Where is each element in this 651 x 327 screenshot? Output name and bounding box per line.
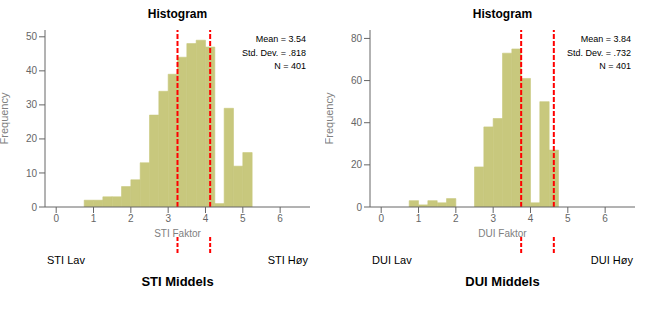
svg-text:Frequency: Frequency: [8, 92, 10, 144]
svg-text:4: 4: [528, 213, 534, 224]
svg-text:Frequency: Frequency: [325, 92, 335, 144]
svg-text:20: 20: [351, 159, 363, 170]
svg-text:4: 4: [203, 213, 209, 224]
svg-text:0: 0: [378, 213, 384, 224]
html-text:DUI Lav: DUI Lav: [372, 254, 412, 266]
svg-text:60: 60: [351, 75, 363, 86]
html-text:DUI Høy: DUI Høy: [590, 254, 633, 266]
svg-text:2: 2: [453, 213, 459, 224]
svg-text:5: 5: [240, 213, 246, 224]
html-text:Mean = 3.84: Mean = 3.84: [580, 34, 631, 44]
svg-text:0: 0: [31, 202, 37, 213]
svg-text:1: 1: [91, 213, 97, 224]
html-text:Mean = 3.54: Mean = 3.54: [255, 34, 306, 44]
svg-text:10: 10: [26, 168, 38, 179]
svg-text:30: 30: [26, 99, 38, 110]
svg-text:40: 40: [26, 65, 38, 76]
svg-text:3: 3: [165, 213, 171, 224]
svg-text:0: 0: [356, 202, 362, 213]
svg-text:50: 50: [26, 31, 38, 42]
html-text:N = 401: N = 401: [599, 61, 631, 71]
svg-text:DUI Faktor: DUI Faktor: [478, 228, 527, 237]
svg-text:1: 1: [416, 213, 422, 224]
html-text:Histogram: Histogram: [147, 7, 208, 21]
svg-text:20: 20: [26, 133, 38, 144]
svg-text:6: 6: [277, 213, 283, 224]
svg-text:2: 2: [128, 213, 134, 224]
svg-text:3: 3: [490, 213, 496, 224]
svg-text:5: 5: [565, 213, 571, 224]
html-text:STI Lav: STI Lav: [47, 254, 85, 266]
html-text:Std. Dev. = .818: Std. Dev. = .818: [241, 47, 306, 58]
svg-text:0: 0: [53, 213, 59, 224]
html-text:Histogram: Histogram: [472, 7, 533, 21]
svg-text:80: 80: [351, 33, 363, 44]
html-text:STI Middels: STI Middels: [141, 274, 214, 289]
svg-text:STI Faktor: STI Faktor: [154, 228, 201, 237]
html-text:Std. Dev. = .732: Std. Dev. = .732: [566, 47, 631, 58]
html-text:N = 401: N = 401: [274, 61, 306, 71]
html-text:STI Høy: STI Høy: [267, 254, 308, 266]
svg-text:6: 6: [602, 213, 608, 224]
html-text:DUI Middels: DUI Middels: [465, 274, 540, 289]
svg-text:40: 40: [351, 117, 363, 128]
